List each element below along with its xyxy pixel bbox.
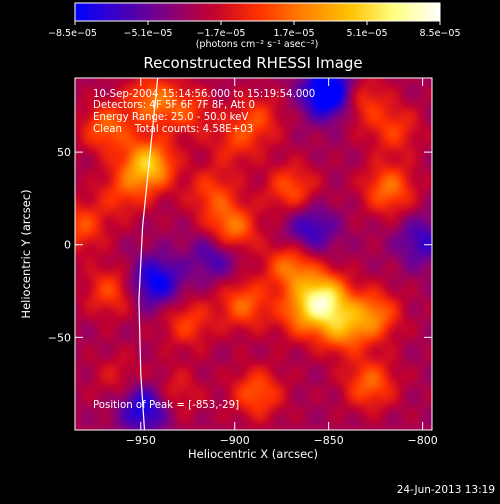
y-tick-label: 0: [64, 239, 71, 252]
colorbar-units-label: (photons cm⁻² s⁻¹ asec⁻²): [196, 39, 319, 50]
observation-annotations: 10-Sep-2004 15:14:56.000 to 15:19:54.000…: [93, 89, 315, 135]
annotation-clean-counts: Clean Total counts: 4.58E+03: [93, 124, 253, 135]
x-tick-label: −900: [220, 434, 250, 447]
y-tick-label: 50: [57, 146, 71, 159]
x-tick-label: −800: [407, 434, 437, 447]
heatmap-image: [75, 78, 432, 430]
peak-dot: [321, 297, 325, 300]
annotation-detectors: Detectors: 4F 5F 6F 7F 8F, Att 0: [93, 100, 255, 111]
colorbar: [74, 2, 441, 22]
colorbar-tick-label: −5.1e−05: [124, 28, 173, 39]
y-tick-label: −50: [48, 331, 71, 344]
solar-limb-line: [138, 78, 159, 430]
colorbar-tick-label: 8.5e−05: [419, 28, 460, 39]
peak-position-marker: [321, 297, 325, 300]
plot-frame: [74, 77, 433, 431]
chart-title: Reconstructed RHESSI Image: [143, 54, 362, 72]
peak-position-label: Position of Peak = [-853,-29]: [93, 400, 239, 411]
annotation-energy-range: Energy Range: 25.0 - 50.0 keV: [93, 112, 248, 123]
annotation-time-range: 10-Sep-2004 15:14:56.000 to 15:19:54.000: [93, 89, 315, 100]
colorbar-tick-label: 1.7e−05: [273, 28, 314, 39]
colorbar-tick-label: −8.5e−05: [48, 28, 97, 39]
x-tick-label: −950: [126, 434, 156, 447]
colorbar-tick-label: 5.1e−05: [346, 28, 387, 39]
colorbar-tick-label: −1.7e−05: [197, 28, 246, 39]
y-axis-ticks: −50 0 50: [48, 146, 432, 344]
x-axis-label: Heliocentric X (arcsec): [188, 447, 318, 461]
plot-date-stamp: 24-Jun-2013 13:19: [397, 484, 495, 496]
y-axis-label: Heliocentric Y (arcsec): [19, 189, 33, 318]
x-tick-label: −850: [314, 434, 344, 447]
colorbar-ticks: −8.5e−05 −5.1e−05 −1.7e−05 1.7e−05 5.1e−05 8.…: [48, 21, 461, 39]
x-axis-ticks: −950 −900 −850 −800: [126, 78, 438, 447]
